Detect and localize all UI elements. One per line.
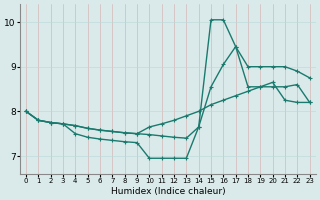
X-axis label: Humidex (Indice chaleur): Humidex (Indice chaleur) bbox=[110, 187, 225, 196]
